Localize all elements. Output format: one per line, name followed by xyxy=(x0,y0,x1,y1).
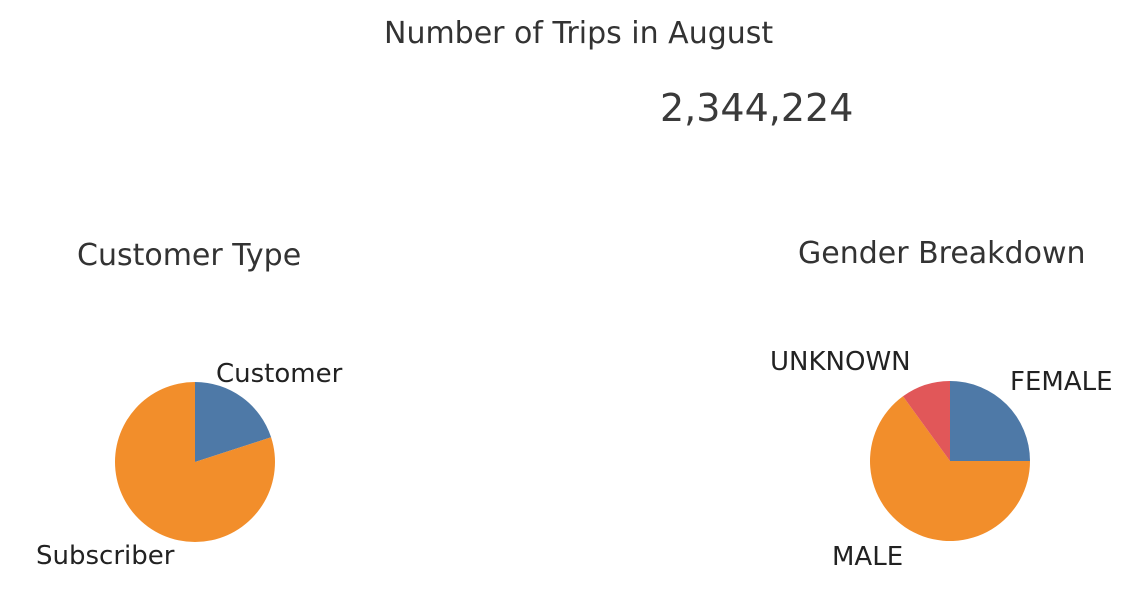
pie-slice-unknown[interactable] xyxy=(902,381,950,461)
dashboard-title: Number of Trips in August xyxy=(384,16,774,51)
customer-type-title: Customer Type xyxy=(77,238,302,273)
customer-type-pie-chart: Customer Subscriber xyxy=(36,359,343,571)
slice-label-unknown: UNKNOWN xyxy=(770,347,911,377)
pie-slice-customer[interactable] xyxy=(195,382,272,462)
slice-label-subscriber: Subscriber xyxy=(36,541,175,571)
gender-breakdown-pie-chart: FEMALE MALE UNKNOWN xyxy=(770,347,1113,572)
trip-count-value: 2,344,224 xyxy=(660,86,854,130)
slice-label-customer: Customer xyxy=(216,359,343,389)
pie-slice-female[interactable] xyxy=(950,381,1030,461)
pie-slice-subscriber[interactable] xyxy=(114,382,275,542)
gender-breakdown-title: Gender Breakdown xyxy=(798,236,1086,271)
slice-label-female: FEMALE xyxy=(1010,367,1113,397)
pie-slice-male[interactable] xyxy=(870,396,1030,542)
slice-label-male: MALE xyxy=(832,542,903,572)
